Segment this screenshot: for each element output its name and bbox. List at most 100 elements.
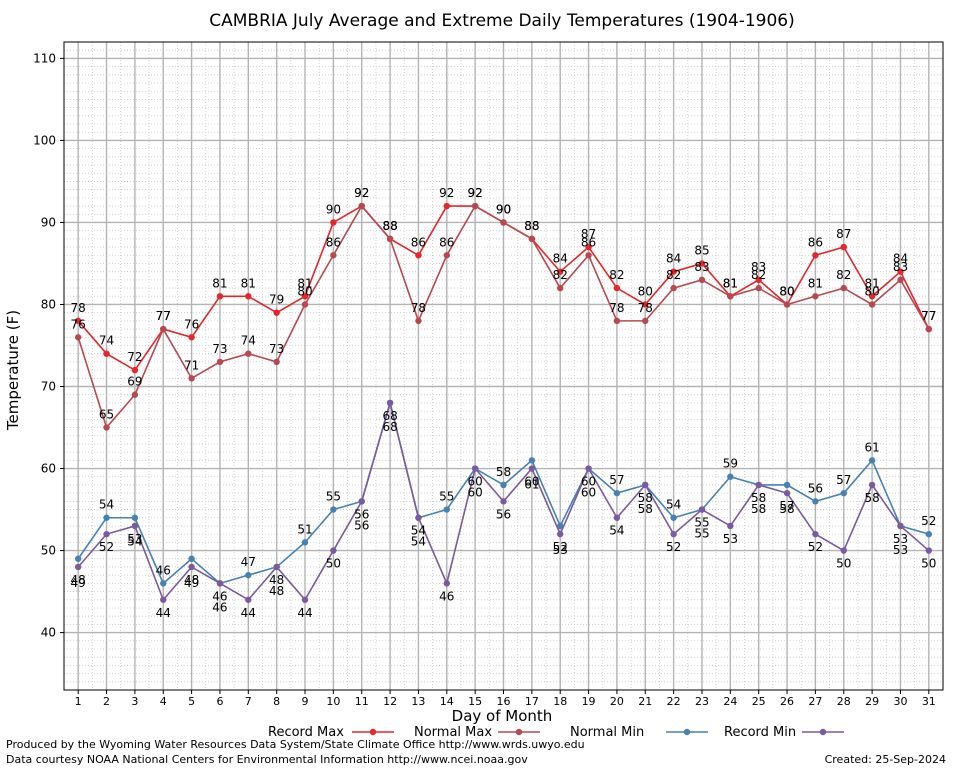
normal-min-point [443, 506, 450, 513]
record-max-value-label: 90 [496, 202, 511, 216]
record-min-point [188, 563, 195, 571]
x-tick-label: 25 [752, 695, 766, 708]
record-min-value-label: 50 [921, 557, 936, 571]
normal-min-point [925, 530, 933, 538]
x-tick-label: 15 [468, 695, 482, 708]
record-min-value-label: 53 [893, 532, 908, 546]
record-min-point [273, 563, 280, 571]
record-min-point [585, 465, 592, 472]
normal-min-value-label: 47 [241, 555, 256, 569]
normal-min-value-label: 60 [468, 486, 483, 500]
record-max-value-label: 77 [156, 309, 171, 323]
record-max-point [812, 252, 819, 259]
record-min-value-label: 68 [382, 409, 397, 423]
legend-label-normal-max: Normal Max [414, 725, 492, 740]
normal-max-point [415, 317, 422, 325]
normal-max-value-label: 92 [468, 186, 483, 200]
normal-max-value-label: 74 [241, 334, 256, 348]
y-tick-label: 90 [41, 215, 56, 229]
x-tick-label: 6 [216, 695, 223, 708]
record-min-value-label: 44 [297, 606, 312, 620]
x-tick-label: 29 [865, 695, 879, 708]
x-tick-label: 16 [497, 695, 511, 708]
normal-max-point [188, 375, 195, 382]
record-min-value-label: 53 [127, 532, 142, 546]
y-tick-label: 60 [41, 462, 56, 476]
x-tick-label: 23 [695, 695, 709, 708]
x-tick-label: 31 [922, 695, 936, 708]
x-tick-label: 9 [302, 695, 309, 708]
normal-max-value-label: 86 [326, 235, 341, 249]
record-max-point [273, 309, 280, 316]
legend-marker-record-min [819, 728, 827, 736]
x-tick-label: 3 [131, 695, 138, 708]
normal-max-value-label: 82 [666, 268, 681, 282]
record-min-value-label: 60 [524, 475, 539, 489]
record-min-value-label: 60 [468, 475, 483, 489]
normal-min-point [840, 489, 847, 497]
record-min-point [557, 530, 564, 538]
record-min-point [471, 465, 479, 472]
record-min-value-label: 50 [836, 557, 851, 571]
normal-max-point [301, 301, 309, 308]
record-min-value-label: 58 [751, 491, 766, 505]
record-max-value-label: 77 [921, 309, 936, 323]
record-max-value-label: 87 [581, 227, 596, 241]
normal-max-point [585, 252, 592, 259]
x-tick-label: 30 [893, 695, 907, 708]
normal-min-point [528, 457, 536, 464]
record-max-value-label: 86 [808, 235, 823, 249]
record-max-point [755, 276, 762, 284]
record-max-value-label: 81 [864, 276, 879, 290]
legend-label-normal-min: Normal Min [570, 725, 644, 740]
legend: Record Max Normal Max Normal Min Record Min [268, 725, 844, 740]
normal-max-point [897, 276, 904, 284]
x-tick-label: 19 [582, 695, 596, 708]
x-tick-label: 26 [780, 695, 794, 708]
normal-min-value-label: 55 [694, 527, 709, 541]
normal-max-value-label: 80 [779, 284, 794, 298]
record-min-value-label: 56 [496, 507, 511, 521]
record-min-value-label: 58 [638, 491, 653, 505]
record-min-point [358, 498, 365, 505]
record-max-point [103, 350, 110, 357]
normal-max-point [698, 276, 706, 284]
normal-min-value-label: 46 [156, 563, 171, 577]
normal-min-point [188, 555, 195, 562]
normal-min-value-label: 61 [864, 440, 879, 454]
record-min-value-label: 44 [156, 606, 171, 620]
normal-min-value-label: 54 [99, 498, 114, 512]
y-tick-label: 40 [41, 626, 56, 640]
normal-max-point [613, 317, 621, 325]
normal-min-point [670, 514, 677, 521]
normal-min-value-label: 48 [269, 584, 284, 598]
record-max-value-label: 87 [836, 227, 851, 241]
footer-created-date: Created: 25-Sep-2024 [824, 753, 946, 766]
x-tick-label: 24 [723, 695, 737, 708]
record-max-value-label: 88 [524, 219, 539, 233]
normal-min-value-label: 56 [354, 518, 369, 532]
record-max-point [245, 293, 252, 300]
x-tick-label: 8 [273, 695, 280, 708]
record-max-value-label: 88 [382, 219, 397, 233]
record-min-point [642, 481, 649, 489]
x-tick-label: 20 [610, 695, 624, 708]
record-min-value-label: 48 [184, 573, 199, 587]
chart-title: CAMBRIA July Average and Extreme Daily T… [209, 11, 795, 31]
grid-lines [64, 41, 943, 691]
normal-min-point [500, 481, 507, 489]
record-max-point [74, 317, 82, 325]
x-tick-label: 2 [103, 695, 110, 708]
record-min-value-label: 57 [779, 499, 794, 513]
x-tick-label: 7 [245, 695, 252, 708]
normal-max-value-label: 83 [893, 260, 908, 274]
normal-max-value-label: 88 [382, 219, 397, 233]
legend-marker-normal-min [683, 728, 691, 736]
normal-min-value-label: 58 [751, 502, 766, 516]
normal-min-value-label: 68 [382, 420, 397, 434]
record-max-point [670, 268, 677, 275]
normal-max-point [670, 284, 677, 292]
record-max-value-label: 81 [212, 276, 227, 290]
